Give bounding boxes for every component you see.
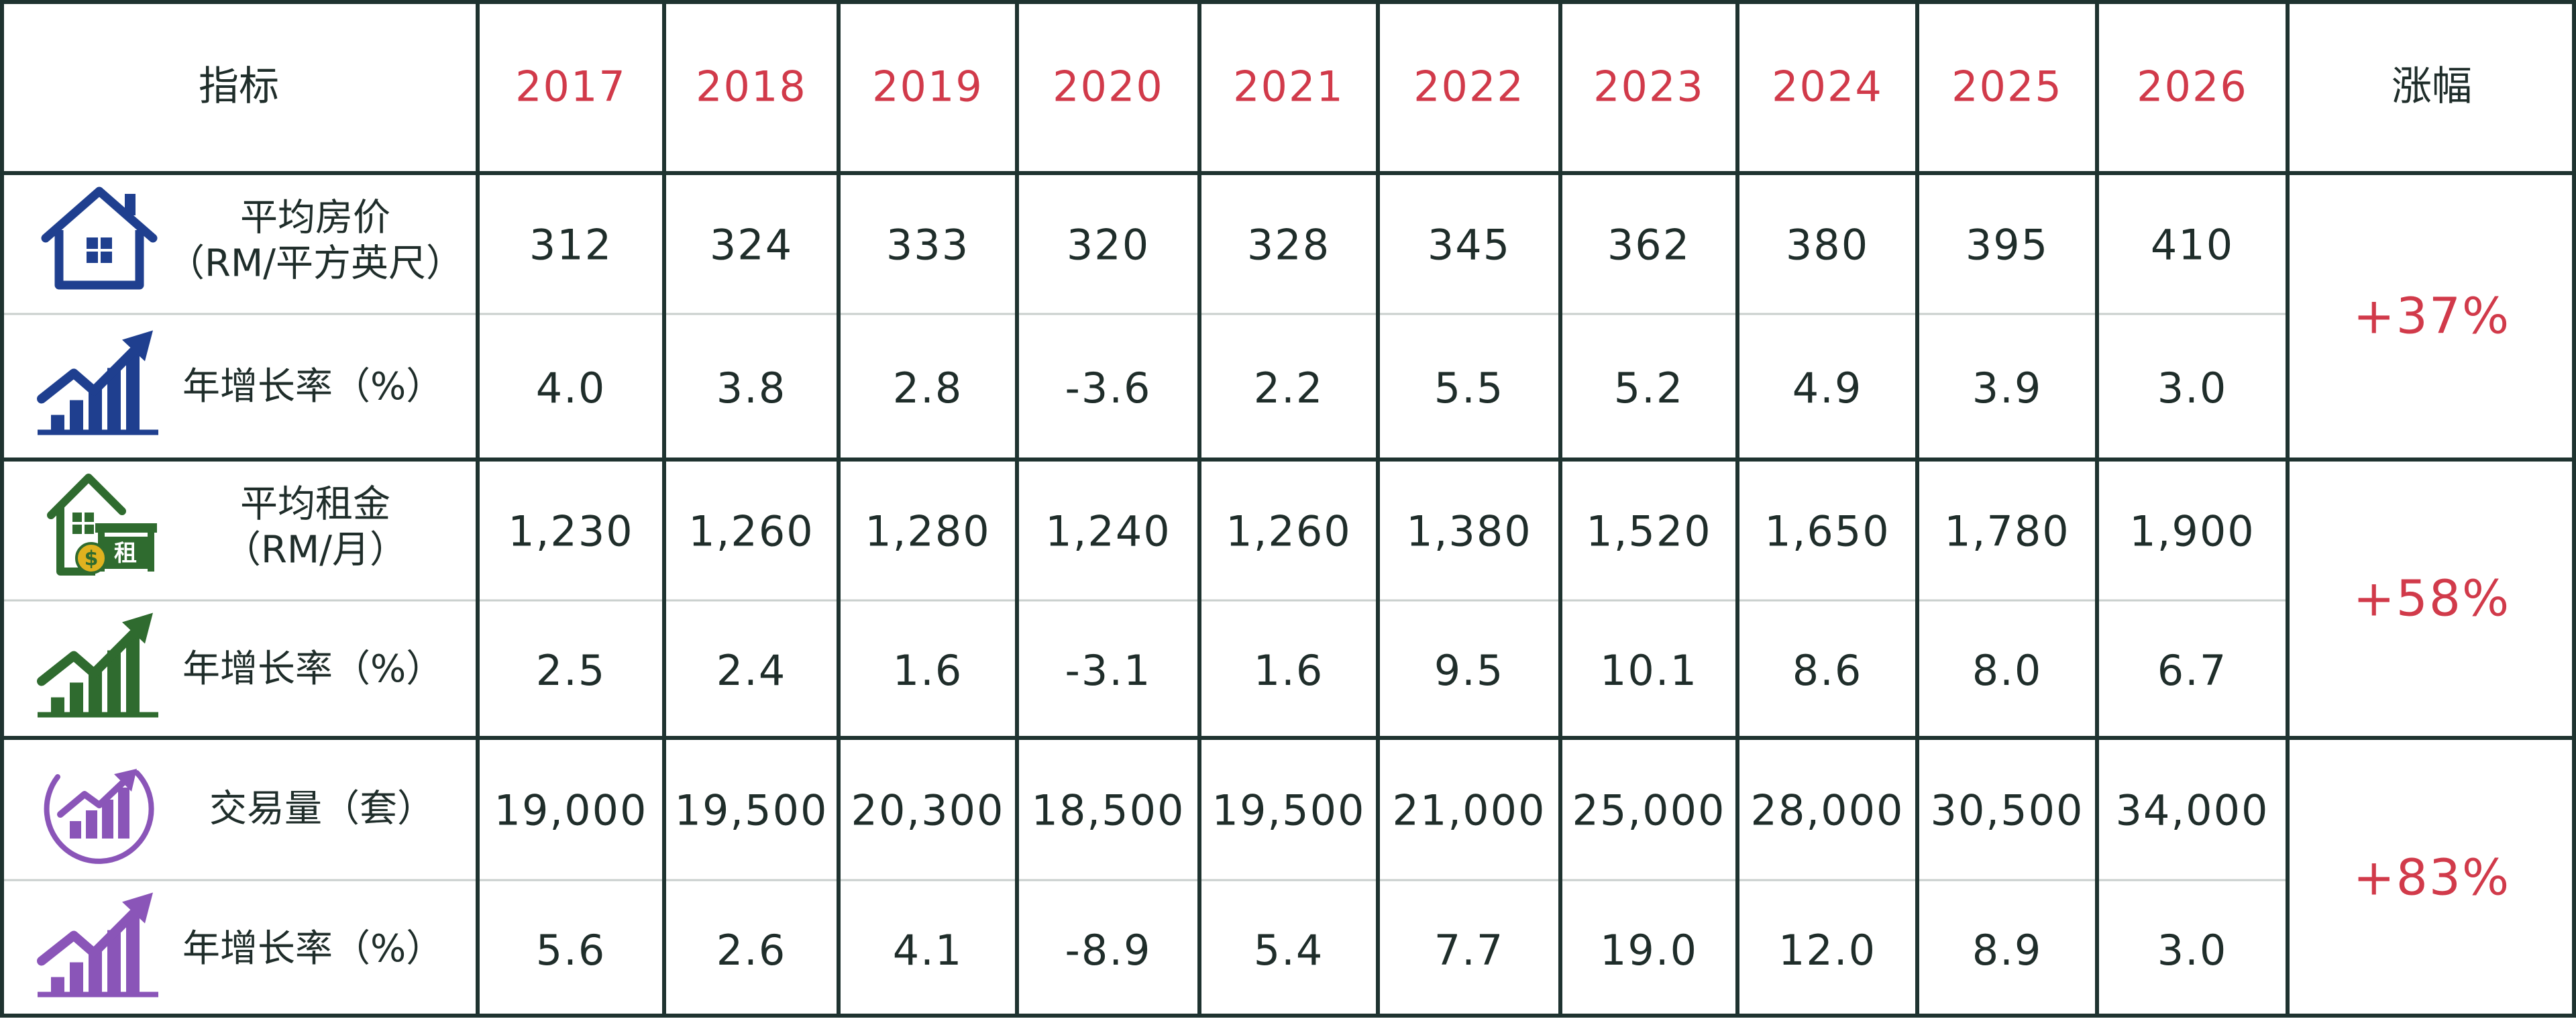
table-cell: 19,500 (675, 786, 828, 835)
row-label-line1: 平均房价 (240, 197, 390, 240)
table-cell: 5.5 (1434, 364, 1505, 413)
table-cell: 8.6 (1792, 646, 1863, 695)
table-cell: 328 (1247, 221, 1330, 270)
header-year-2022: 2022 (1413, 62, 1525, 111)
header-year-2023: 2023 (1593, 62, 1705, 111)
table-cell: -8.9 (1065, 926, 1152, 975)
header-year-2018: 2018 (696, 62, 807, 111)
change-value-1: +58% (2353, 570, 2510, 628)
table-cell: 362 (1607, 221, 1690, 270)
header-year-2024: 2024 (1772, 62, 1883, 111)
table-cell: 1,240 (1045, 507, 1171, 556)
row-label: 年增长率（%） (182, 365, 443, 409)
table-cell: 3.0 (2157, 926, 2228, 975)
growth-chart-icon (37, 612, 158, 718)
table-cell: 312 (529, 221, 612, 270)
header-year-2017: 2017 (515, 62, 627, 111)
rent-house-icon: 租$ (47, 474, 157, 576)
table-cell: 1,380 (1406, 507, 1532, 556)
table-cell: 12.0 (1778, 926, 1876, 975)
table-cell: 3.8 (716, 364, 787, 413)
growth-chart-icon (37, 892, 158, 998)
table-cell: 8.0 (1972, 646, 2043, 695)
table-cell: 1,260 (1226, 507, 1352, 556)
header-year-2019: 2019 (872, 62, 983, 111)
table-cell: 7.7 (1434, 926, 1505, 975)
row-label: 年增长率（%） (182, 647, 443, 691)
change-value-2: +83% (2353, 849, 2510, 907)
row-label-line2: （RM/月） (223, 529, 407, 572)
table-cell: 30,500 (1931, 786, 2084, 835)
table-cell: 6.7 (2157, 646, 2228, 695)
table-cell: -3.6 (1065, 364, 1152, 413)
table-cell: 333 (886, 221, 969, 270)
table-cell: 395 (1966, 221, 2049, 270)
table-cell: 19,000 (494, 786, 648, 835)
table-cell: 1,520 (1586, 507, 1712, 556)
table-cell: 320 (1067, 221, 1150, 270)
rent-label-text: 租 (114, 540, 137, 567)
table-cell: 380 (1786, 221, 1869, 270)
table-cell: 19.0 (1600, 926, 1698, 975)
table-cell: 3.9 (1972, 364, 2043, 413)
table-cell: -3.1 (1065, 646, 1152, 695)
header-change: 涨幅 (2392, 63, 2472, 110)
table-cell: 21,000 (1393, 786, 1546, 835)
row-label-line1: 平均租金 (240, 483, 390, 527)
table-cell: 1.6 (893, 646, 963, 695)
change-value-0: +37% (2353, 288, 2510, 345)
row-label: 交易量（套） (209, 788, 435, 831)
header-indicator: 指标 (199, 63, 279, 110)
table-cell: 2.4 (716, 646, 787, 695)
house-icon (41, 186, 158, 290)
table-cell: 5.6 (536, 926, 606, 975)
table-cell: 1,230 (508, 507, 634, 556)
table-cell: 2.6 (716, 926, 787, 975)
table-cell: 345 (1428, 221, 1511, 270)
table-cell: 1,650 (1764, 507, 1890, 556)
coin-symbol-text: $ (85, 547, 99, 571)
table-cell: 1,260 (688, 507, 814, 556)
table-cell: 3.0 (2157, 364, 2228, 413)
table-cell: 34,000 (2116, 786, 2269, 835)
table-cell: 19,500 (1212, 786, 1366, 835)
table-cell: 1,780 (1944, 507, 2070, 556)
table-cell: 25,000 (1572, 786, 1726, 835)
table-cell: 10.1 (1600, 646, 1698, 695)
table-cell: 2.2 (1254, 364, 1324, 413)
table-cell: 9.5 (1434, 646, 1505, 695)
table-cell: 20,300 (851, 786, 1005, 835)
table-cell: 2.8 (893, 364, 963, 413)
table-cell: 1,900 (2129, 507, 2255, 556)
table-cell: 28,000 (1751, 786, 1904, 835)
header-year-2021: 2021 (1233, 62, 1344, 111)
table-cell: 324 (710, 221, 793, 270)
trade-volume-icon (44, 769, 154, 864)
table-cell: 4.9 (1792, 364, 1863, 413)
table-cell: 1.6 (1254, 646, 1324, 695)
table-cell: 5.4 (1254, 926, 1324, 975)
growth-chart-icon (37, 330, 158, 435)
table-cell: 1,280 (865, 507, 991, 556)
table-cell: 5.2 (1614, 364, 1684, 413)
table-cell: 8.9 (1972, 926, 2043, 975)
table-cell: 18,500 (1032, 786, 1185, 835)
header-year-2020: 2020 (1053, 62, 1164, 111)
table-cell: 4.1 (893, 926, 963, 975)
table-cell: 2.5 (536, 646, 606, 695)
row-label: 年增长率（%） (182, 927, 443, 971)
table-cell: 410 (2151, 221, 2234, 270)
header-year-2026: 2026 (2137, 62, 2248, 111)
table-cell: 4.0 (536, 364, 606, 413)
header-year-2025: 2025 (1951, 62, 2063, 111)
row-label-line2: （RM/平方英尺） (167, 242, 464, 286)
